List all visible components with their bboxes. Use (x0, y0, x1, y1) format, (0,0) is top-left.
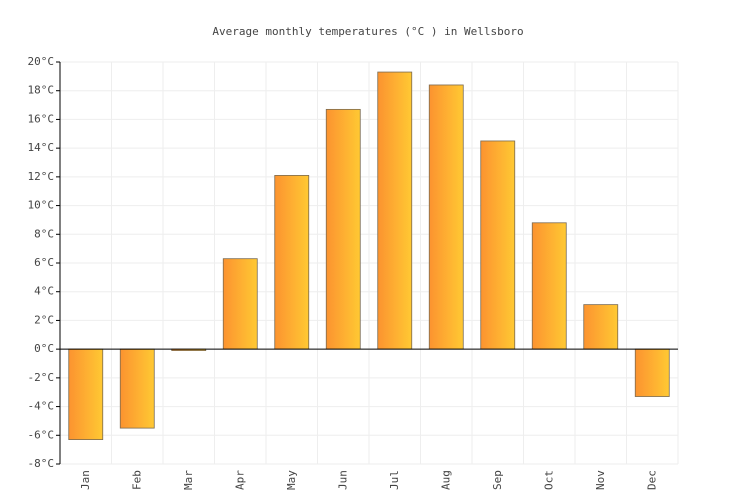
bar (634, 348, 670, 397)
bar (583, 304, 619, 350)
x-tick-label: Jan (79, 470, 92, 490)
y-tick-label: -6°C (28, 428, 55, 441)
y-tick-label: 12°C (28, 170, 55, 183)
x-tick-label: Mar (182, 470, 195, 490)
y-tick-label: -8°C (28, 457, 55, 470)
bar (428, 84, 464, 350)
x-tick-label: Apr (233, 470, 246, 490)
x-tick-label: Dec (645, 470, 658, 490)
bar (480, 140, 516, 350)
bar (274, 175, 310, 350)
x-tick-label: Aug (439, 470, 452, 490)
y-tick-label: 14°C (28, 141, 55, 154)
bar (68, 348, 104, 440)
y-tick-label: -4°C (28, 400, 55, 413)
x-tick-label: Jul (388, 470, 401, 490)
y-tick-label: 10°C (28, 199, 55, 212)
x-tick-label: Feb (130, 470, 143, 490)
x-tick-label: Oct (542, 470, 555, 490)
y-tick-label: -2°C (28, 371, 55, 384)
x-tick-label: Jun (336, 470, 349, 490)
y-tick-label: 0°C (34, 342, 54, 355)
bar (377, 71, 413, 350)
x-tick-label: Nov (594, 470, 607, 490)
y-tick-label: 18°C (28, 84, 55, 97)
y-tick-label: 16°C (28, 112, 55, 125)
y-tick-label: 6°C (34, 256, 54, 269)
x-tick-label: May (285, 470, 298, 490)
bar (325, 108, 361, 350)
y-tick-label: 8°C (34, 227, 54, 240)
y-tick-label: 20°C (28, 55, 55, 68)
bar (222, 258, 258, 350)
bar (119, 348, 155, 429)
y-tick-label: 4°C (34, 285, 54, 298)
chart-title: Average monthly temperatures (°C ) in We… (212, 25, 523, 38)
x-tick-label: Sep (491, 470, 504, 490)
bar (531, 222, 567, 350)
y-tick-label: 2°C (34, 313, 54, 326)
